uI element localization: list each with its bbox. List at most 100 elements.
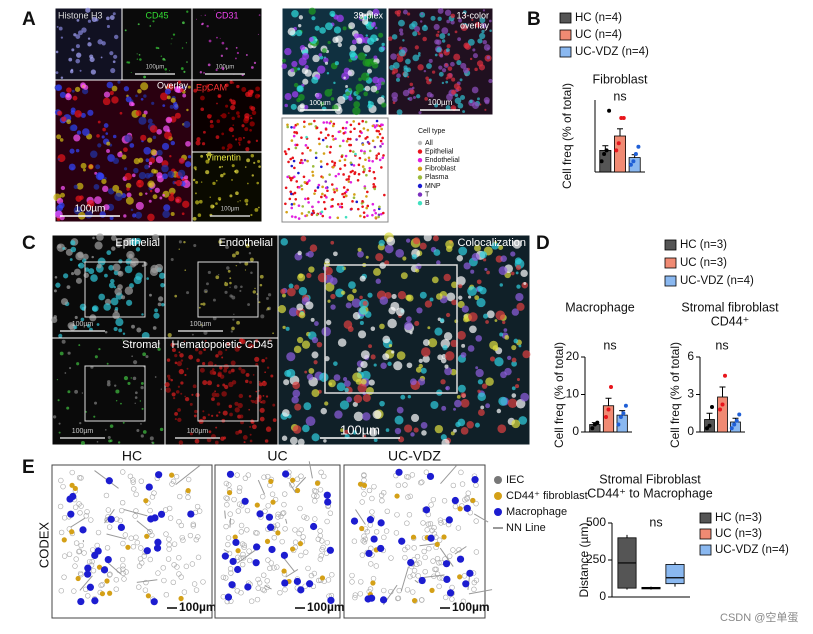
cell-map-dot [317,200,320,204]
cell-map-dot [300,158,303,162]
image-texture [119,111,123,115]
image-texture [143,110,148,115]
image-texture [216,102,218,105]
iec-dot [404,587,411,593]
scale-bar-label: 100µm [452,600,490,614]
image-texture [408,96,413,101]
image-texture [496,408,502,414]
image-texture [193,243,197,248]
cell-map-dot [341,126,345,130]
image-texture [370,34,378,43]
image-texture [242,435,248,440]
cell-map-dot [378,132,382,136]
image-texture [384,244,394,254]
image-texture [422,36,427,42]
nn-line [136,520,152,533]
cell-map-dot [344,126,348,130]
image-texture [120,402,122,405]
cell-map-dot [295,143,299,147]
image-texture [144,164,150,170]
image-texture [248,408,251,411]
image-texture [265,357,268,360]
image-texture [203,348,207,352]
cell-map-dot [311,174,315,177]
image-texture [155,155,164,164]
iec-dot [414,553,421,560]
iec-dot [381,534,387,541]
data-point [616,422,621,427]
image-texture [76,18,80,22]
image-texture [242,136,245,139]
macrophage-dot [280,551,289,559]
image-texture [246,158,251,163]
image-texture [348,281,356,289]
image-texture [118,259,123,264]
image-texture [427,326,431,330]
y-tick-label: 6 [687,349,694,363]
image-texture [140,381,144,385]
macrophage-dot [104,555,112,564]
image-texture [406,362,413,369]
image-texture [306,272,312,279]
cell-map-dot [334,137,337,141]
cell-map-dot [375,157,378,160]
image-texture [291,396,299,404]
legend-swatch [417,192,423,197]
iec-dot [414,561,420,567]
iec-dot [274,522,281,528]
cell-map-dot [311,209,315,213]
image-texture [148,199,152,203]
cell-map-dot [331,198,334,201]
image-texture [165,116,173,124]
image-texture [66,119,72,125]
cell-map-dot [293,131,296,134]
iec-dot [98,582,104,589]
image-texture [61,298,69,306]
image-texture [453,407,456,411]
image-texture [430,15,436,21]
image-texture [128,253,133,259]
cell-map-dot [379,139,383,143]
cell-map-dot [376,135,380,139]
iec-dot [303,549,309,555]
iec-dot [411,545,417,551]
cell-map-dot [328,121,332,125]
image-texture [302,52,310,60]
iec-dot [58,477,64,484]
image-texture [373,55,378,60]
image-texture [333,374,341,381]
cell-map-dot [349,180,353,184]
image-texture [186,367,189,370]
image-texture [149,125,158,133]
image-texture [173,104,179,110]
image-texture [62,247,65,250]
iec-dot [361,491,367,497]
image-texture [387,318,397,329]
iec-dot [318,469,324,476]
image-texture [405,294,412,301]
image-texture [463,316,470,323]
codex-frame [343,464,486,619]
cell-map-dot [356,207,360,211]
image-texture [205,84,210,88]
image-texture [460,398,470,408]
iec-dot [170,579,177,585]
image-texture [223,368,228,373]
image-texture [73,184,78,190]
image-texture [298,286,308,296]
image-texture [405,58,411,65]
image-texture [202,302,206,306]
image-tile [164,234,279,339]
image-texture [181,47,184,49]
image-texture [215,414,219,417]
cell-map-dot [324,186,328,190]
image-texture [164,67,168,71]
iec-dot [166,536,172,542]
cell-map-dot [377,207,381,211]
image-texture [261,380,267,387]
macrophage-dot [154,538,162,546]
cell-map-dot [349,137,352,141]
image-texture [174,361,178,365]
image-texture [58,431,61,434]
image-texture [200,15,202,17]
